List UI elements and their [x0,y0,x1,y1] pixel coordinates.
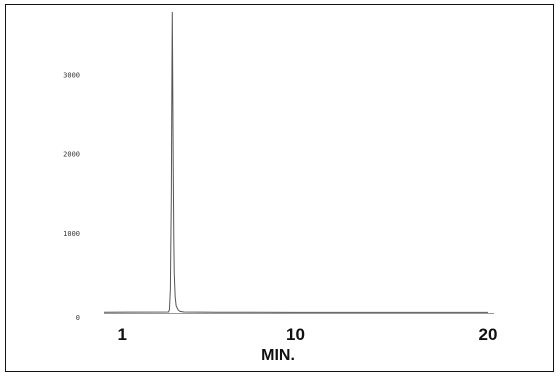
chromatogram-trace [103,11,488,313]
x-tick-label: 10 [286,325,305,344]
y-tick-label: 3000 [63,71,80,79]
x-axis-ticks: 1 10 20 [118,325,498,344]
chart-frame [5,4,554,372]
y-tick-label: 1000 [63,230,80,238]
x-axis-label: MIN. [261,347,295,364]
y-tick-label: 0 [76,314,80,322]
y-tick-label: 2000 [63,151,80,159]
x-tick-label: 1 [118,325,127,344]
x-tick-label: 20 [479,325,498,344]
y-axis-ticks: 0 1000 2000 3000 [63,71,80,322]
